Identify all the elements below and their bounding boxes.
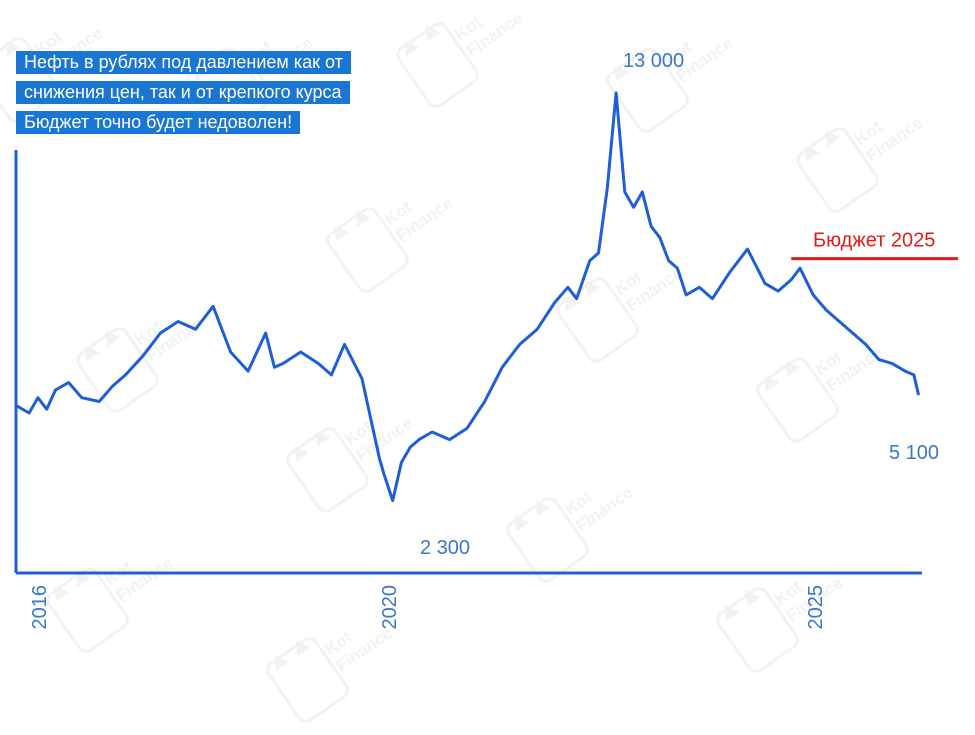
x-tick-label-2025: 2025 — [805, 585, 827, 630]
annotation-labels: 13 000 2 300 5 100 — [420, 50, 939, 559]
chart-svg: Бюджет 2025 2016 2020 2025 13 000 2 300 5 10… — [14, 50, 958, 630]
budget-label: Бюджет 2025 — [813, 230, 935, 252]
series-line — [14, 91, 920, 503]
annotation-0: 13 000 — [623, 50, 684, 72]
annotation-1: 2 300 — [420, 537, 470, 559]
title-line-3: Бюджет точно будет недоволен! — [16, 111, 301, 134]
chart-root: Kot Finance Kot Finance Kot Finance Kot Finance… — [0, 8, 958, 727]
x-tick-labels: 2016 2020 2025 — [29, 585, 827, 630]
title-line-1: Нефть в рублях под давлением как от — [16, 51, 351, 74]
x-tick-label-2020: 2020 — [379, 585, 401, 630]
title-line-2: снижения цен, так и от крепкого курса — [16, 81, 350, 104]
annotation-2: 5 100 — [889, 442, 939, 464]
x-tick-label-2016: 2016 — [29, 585, 51, 630]
